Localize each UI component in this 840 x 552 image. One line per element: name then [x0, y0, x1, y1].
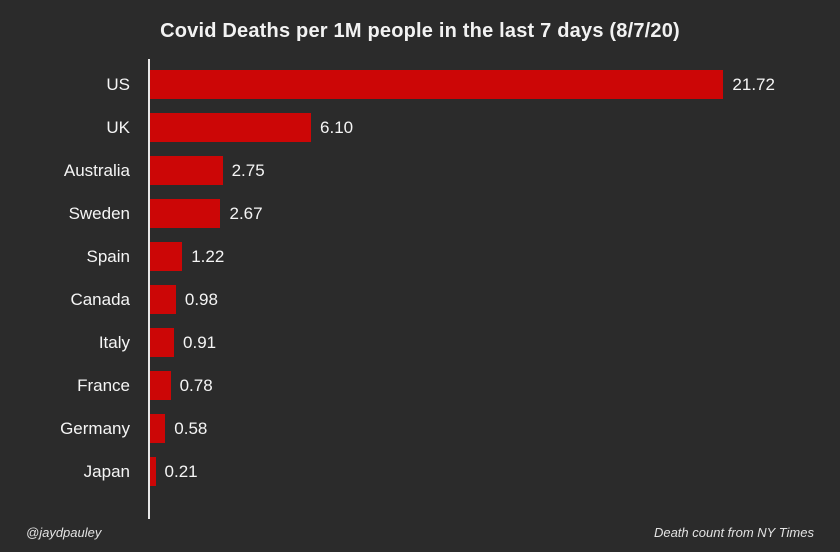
bar-row: Canada 0.98 [30, 278, 810, 321]
bar [150, 328, 175, 357]
value-label: 6.10 [320, 117, 354, 137]
value-label: 21.72 [732, 74, 775, 94]
bar-chart: US 21.72 UK 6.10 Australia 2.75 Sweden 2.67 Spai… [30, 57, 810, 525]
bar [150, 199, 221, 228]
value-label: 1.22 [191, 246, 225, 266]
category-label: France [77, 375, 130, 395]
category-label: Germany [60, 418, 130, 438]
bar-track: 21.72 [148, 70, 810, 99]
value-label: 2.75 [231, 160, 265, 180]
bar-track: 0.21 [148, 457, 810, 486]
bar-track: 0.91 [148, 328, 810, 357]
value-label: 0.91 [183, 332, 217, 352]
footer: @jaydpauley Death count from NY Times [26, 525, 814, 540]
value-label: 0.21 [164, 461, 198, 481]
bar [150, 285, 176, 314]
bar [150, 156, 223, 185]
value-label: 0.58 [174, 418, 208, 438]
bar-row: Japan 0.21 [30, 450, 810, 493]
bar-row: Germany 0.58 [30, 407, 810, 450]
bar-track: 2.67 [148, 199, 810, 228]
bar-row: US 21.72 [30, 63, 810, 106]
y-axis-line [148, 59, 150, 519]
bar [150, 242, 183, 271]
bar [150, 70, 724, 99]
bar [150, 457, 156, 486]
footer-credit: @jaydpauley [26, 525, 102, 540]
bar-row: Australia 2.75 [30, 149, 810, 192]
category-label: Italy [98, 332, 130, 352]
bar-track: 1.22 [148, 242, 810, 271]
bar-track: 0.98 [148, 285, 810, 314]
category-label: US [106, 74, 130, 94]
category-label: Sweden [68, 203, 130, 223]
bar-track: 0.58 [148, 414, 810, 443]
bar-track: 6.10 [148, 113, 810, 142]
category-label: Japan [83, 461, 130, 481]
category-label: Spain [86, 246, 130, 266]
value-label: 0.98 [184, 289, 218, 309]
bar [150, 414, 166, 443]
bar-row: UK 6.10 [30, 106, 810, 149]
footer-source: Death count from NY Times [653, 525, 814, 540]
value-label: 2.67 [229, 203, 263, 223]
category-label: Australia [63, 160, 130, 180]
chart-title: Covid Deaths per 1M people in the last 7… [160, 20, 680, 42]
value-label: 0.78 [179, 375, 213, 395]
bar-row: Spain 1.22 [30, 235, 810, 278]
category-label: UK [106, 117, 130, 137]
bar-track: 0.78 [148, 371, 810, 400]
bar-rows: US 21.72 UK 6.10 Australia 2.75 Sweden 2.67 Spai… [30, 57, 810, 493]
category-label: Canada [70, 289, 130, 309]
bar-row: Italy 0.91 [30, 321, 810, 364]
bar [150, 113, 312, 142]
bar [150, 371, 171, 400]
bar-row: France 0.78 [30, 364, 810, 407]
bar-track: 2.75 [148, 156, 810, 185]
bar-row: Sweden 2.67 [30, 192, 810, 235]
